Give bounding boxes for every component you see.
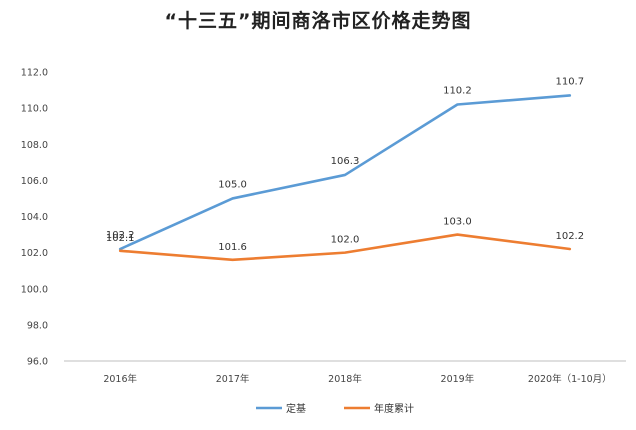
data-label: 102.0 bbox=[331, 235, 360, 246]
x-axis-ticks: 2016年 2017年 2018年 2019年 2020年（1-10月） bbox=[103, 373, 611, 385]
y-tick-label: 106.0 bbox=[21, 176, 48, 187]
data-label: 102.2 bbox=[555, 231, 584, 242]
data-label: 102.1 bbox=[106, 233, 135, 244]
data-label: 105.0 bbox=[218, 179, 247, 190]
legend: 定基 年度累计 bbox=[256, 402, 414, 415]
y-tick-label: 100.0 bbox=[21, 284, 48, 295]
x-tick-label: 2019年 bbox=[441, 373, 475, 385]
chart-title: “十三五”期间商洛市区价格走势图 bbox=[164, 10, 472, 32]
y-tick-label: 98.0 bbox=[27, 320, 48, 331]
data-labels: 102.2 105.0 106.3 110.2 110.7 102.1 101.6 102.0… bbox=[106, 76, 584, 252]
y-tick-label: 104.0 bbox=[21, 212, 48, 223]
data-label: 102.2 bbox=[106, 230, 135, 241]
series-line-2 bbox=[118, 233, 572, 262]
data-label: 110.2 bbox=[443, 86, 472, 97]
series-lines bbox=[118, 94, 572, 262]
y-axis-ticks: 96.0 98.0 100.0 102.0 104.0 106.0 108.0 110.0 11… bbox=[21, 68, 48, 368]
y-tick-label: 96.0 bbox=[27, 357, 48, 368]
legend-label: 年度累计 bbox=[374, 402, 414, 415]
x-tick-label: 2017年 bbox=[216, 373, 250, 385]
x-tick-label: 2020年（1-10月） bbox=[528, 373, 612, 385]
x-tick-label: 2018年 bbox=[328, 373, 362, 385]
x-tick-label: 2016年 bbox=[103, 373, 137, 385]
data-label: 101.6 bbox=[218, 242, 247, 253]
y-tick-label: 112.0 bbox=[21, 68, 48, 79]
data-label: 103.0 bbox=[443, 217, 472, 228]
y-tick-label: 110.0 bbox=[21, 104, 48, 115]
data-label: 106.3 bbox=[331, 156, 360, 167]
data-label: 110.7 bbox=[555, 76, 584, 87]
legend-label: 定基 bbox=[286, 402, 306, 415]
y-tick-label: 102.0 bbox=[21, 248, 48, 259]
series-line-1 bbox=[118, 94, 572, 251]
y-tick-label: 108.0 bbox=[21, 140, 48, 151]
